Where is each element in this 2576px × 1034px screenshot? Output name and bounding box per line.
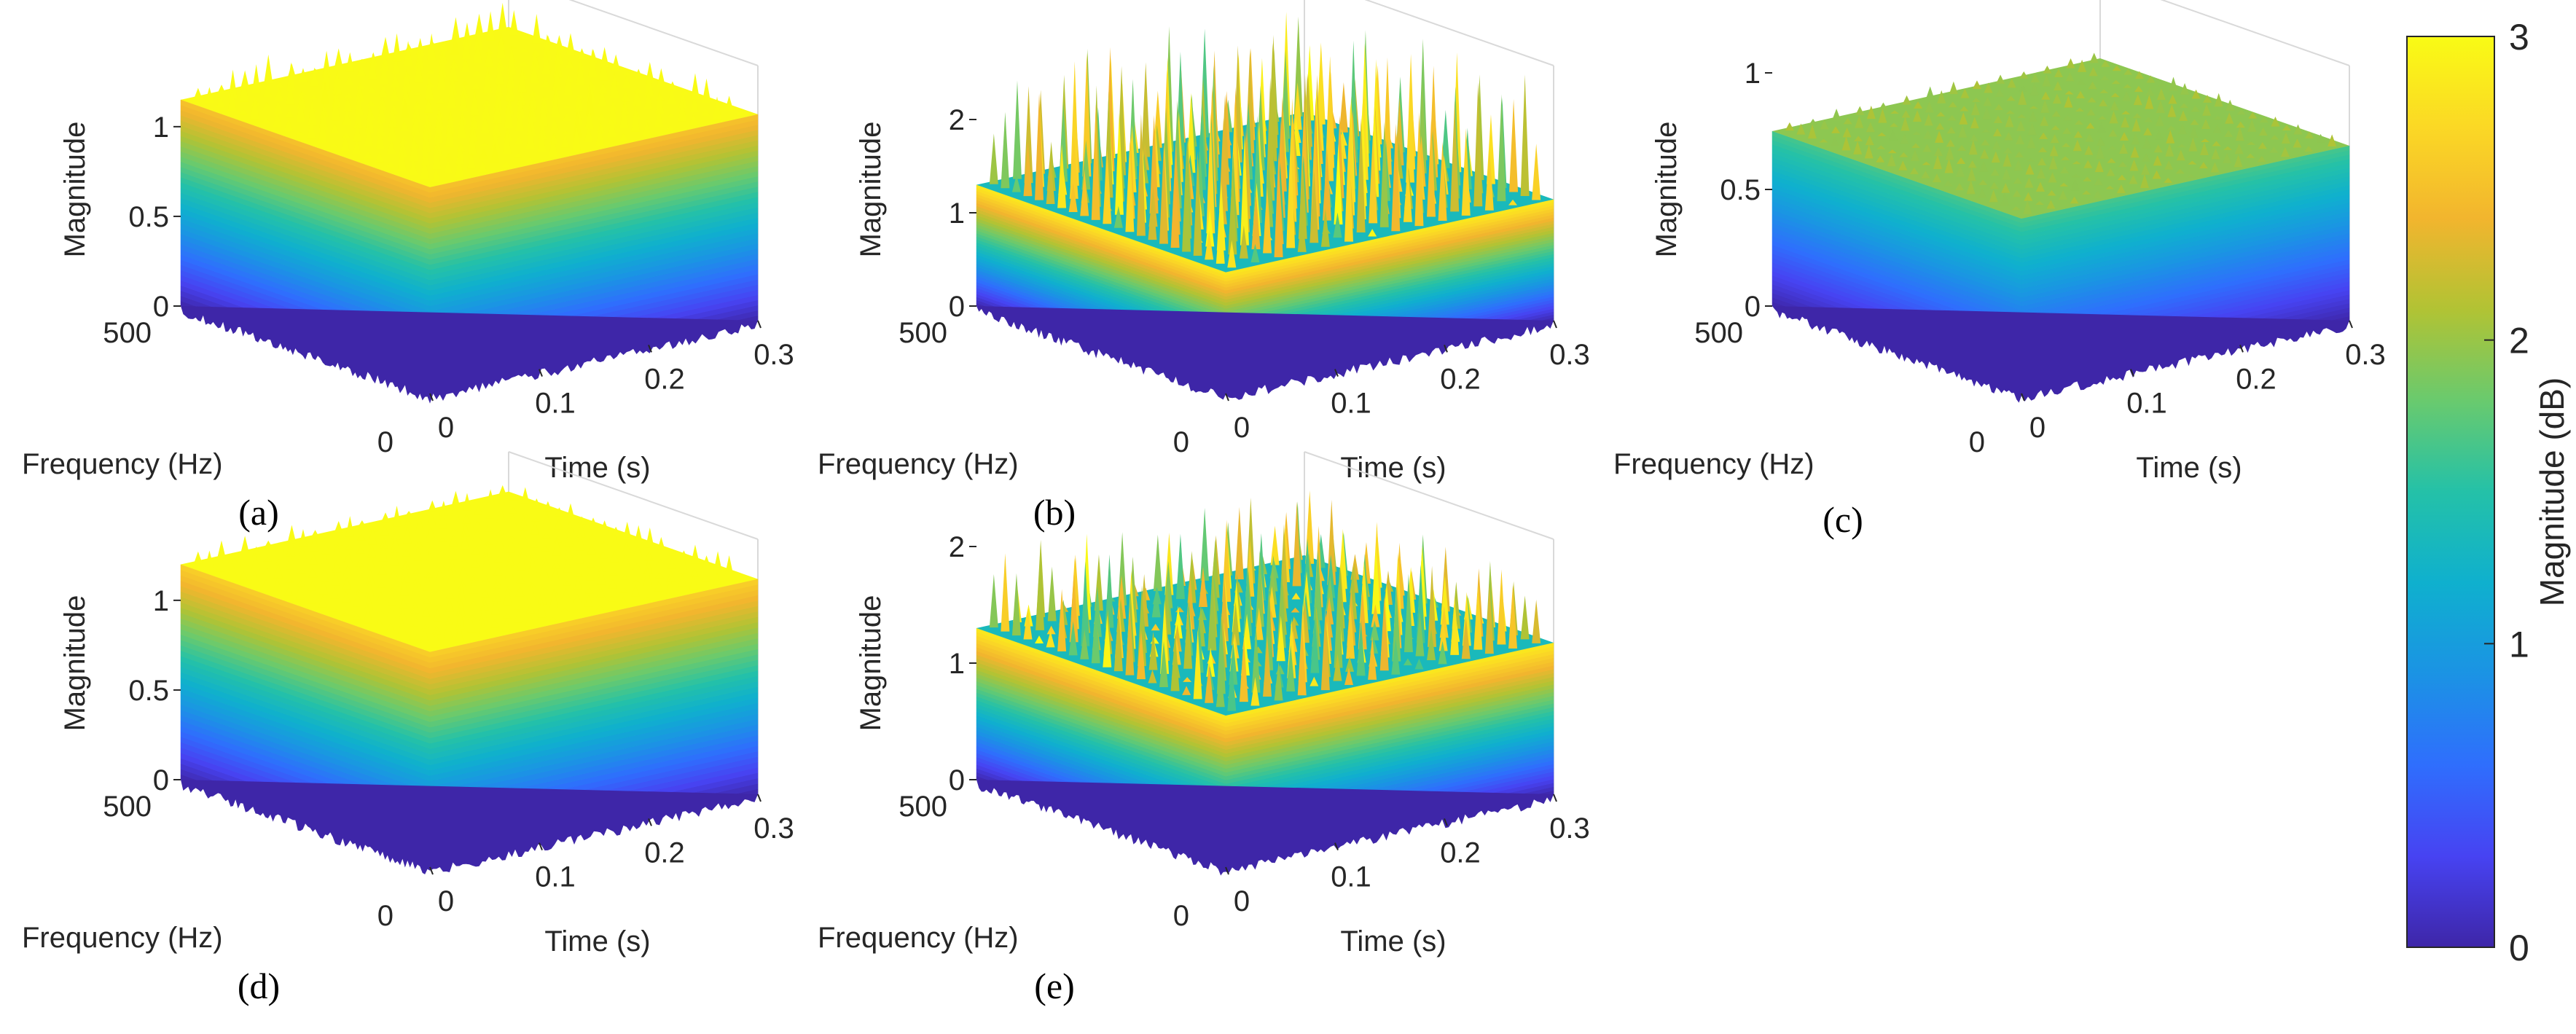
x-tick-label: 0.3: [1549, 812, 1590, 845]
y-tick-label: 0: [377, 426, 394, 458]
y-axis-label: Frequency (Hz): [818, 922, 1019, 954]
y-tick-label: 0: [377, 900, 394, 932]
surface-peaks: [1785, 52, 2337, 214]
x-tick-label: 0.3: [1549, 339, 1590, 371]
x-tick-label: 0: [1234, 885, 1250, 917]
panel-label: (e): [1034, 966, 1075, 1006]
y-axis-label: Frequency (Hz): [22, 448, 223, 480]
panel-label: (d): [238, 966, 280, 1006]
x-tick-label: 0.2: [2236, 363, 2276, 395]
z-tick-label: 0: [949, 291, 965, 323]
z-tick-label: 0: [1745, 291, 1761, 323]
colorbar-scale: [2406, 36, 2495, 948]
y-tick-label: 0: [1969, 426, 1985, 458]
z-tick-label: 1: [949, 197, 965, 230]
z-tick-label: 1: [153, 585, 169, 617]
colorbar-tick-label: 0: [2509, 928, 2529, 968]
x-tick-label: 0.2: [644, 837, 685, 869]
x-tick-label: 0.3: [753, 339, 794, 371]
z-tick-label: 2: [949, 104, 965, 136]
z-axis-label: Magnitude: [855, 122, 887, 258]
x-axis-label: Time (s): [544, 925, 650, 957]
panel-label: (b): [1033, 492, 1076, 533]
x-axis-label: Time (s): [1340, 452, 1446, 484]
z-axis-label: Magnitude: [59, 595, 91, 732]
y-tick-label: 500: [103, 317, 152, 349]
surface-peaks: [193, 2, 745, 183]
z-tick-label: 0: [949, 764, 965, 796]
surface: [976, 555, 1554, 876]
x-tick-label: 0.1: [2126, 388, 2167, 420]
surface: [180, 491, 759, 874]
x-tick-label: 0.2: [644, 363, 685, 395]
x-tick-label: 0: [1234, 412, 1250, 444]
z-tick-label: 1: [1745, 58, 1761, 90]
z-axis-label: Magnitude: [59, 122, 91, 258]
surface: [180, 26, 759, 404]
x-axis-label: Time (s): [544, 452, 650, 484]
x-tick-label: 0.1: [535, 861, 576, 893]
x-tick-label: 0.1: [1331, 388, 1371, 420]
y-tick-label: 500: [103, 791, 152, 823]
x-tick-label: 0.1: [1331, 861, 1371, 893]
surface-peaks: [989, 12, 1541, 268]
colorbar-tick-label: 1: [2509, 624, 2529, 665]
x-axis-label: Time (s): [2136, 452, 2242, 484]
colorbar-tick-label: 3: [2509, 17, 2529, 58]
x-tick-label: 0: [438, 885, 454, 917]
y-tick-label: 0: [1173, 900, 1189, 932]
colorbar-label: Magnitude (dB): [2533, 377, 2571, 607]
colorbar: 0 1 2 3 Magnitude (dB): [2406, 17, 2571, 968]
surface: [1772, 58, 2350, 403]
y-tick-label: 500: [899, 791, 947, 823]
z-tick-label: 0: [153, 764, 169, 796]
x-axis-label: Time (s): [1340, 925, 1446, 957]
z-axis-label: Magnitude: [1651, 122, 1683, 258]
surface: [976, 111, 1554, 400]
z-tick-label: 0: [153, 291, 169, 323]
y-tick-label: 500: [899, 317, 947, 349]
y-axis-label: Frequency (Hz): [22, 922, 223, 954]
z-tick-label: 1: [949, 648, 965, 680]
x-tick-label: 0: [438, 412, 454, 444]
surface-peaks: [193, 485, 745, 648]
y-axis-label: Frequency (Hz): [1613, 448, 1814, 480]
z-axis-label: Magnitude: [855, 595, 887, 732]
z-tick-label: 0.5: [128, 201, 169, 233]
z-tick-label: 0.5: [128, 675, 169, 707]
x-tick-label: 0.2: [1440, 363, 1481, 395]
y-tick-label: 0: [1173, 426, 1189, 458]
colorbar-tick-label: 2: [2509, 321, 2529, 361]
z-tick-label: 0.5: [1720, 174, 1761, 206]
z-tick-label: 2: [949, 531, 965, 563]
z-tick-label: 1: [153, 111, 169, 144]
x-tick-label: 0.1: [535, 388, 576, 420]
y-axis-label: Frequency (Hz): [818, 448, 1019, 480]
panel-label: (c): [1823, 499, 1863, 540]
x-tick-label: 0.3: [2345, 339, 2386, 371]
panel-label: (a): [238, 492, 279, 533]
surface-peaks: [989, 490, 1541, 711]
x-tick-label: 0.3: [753, 812, 794, 845]
x-tick-label: 0: [2029, 412, 2045, 444]
x-tick-label: 0.2: [1440, 837, 1481, 869]
y-tick-label: 500: [1694, 317, 1743, 349]
